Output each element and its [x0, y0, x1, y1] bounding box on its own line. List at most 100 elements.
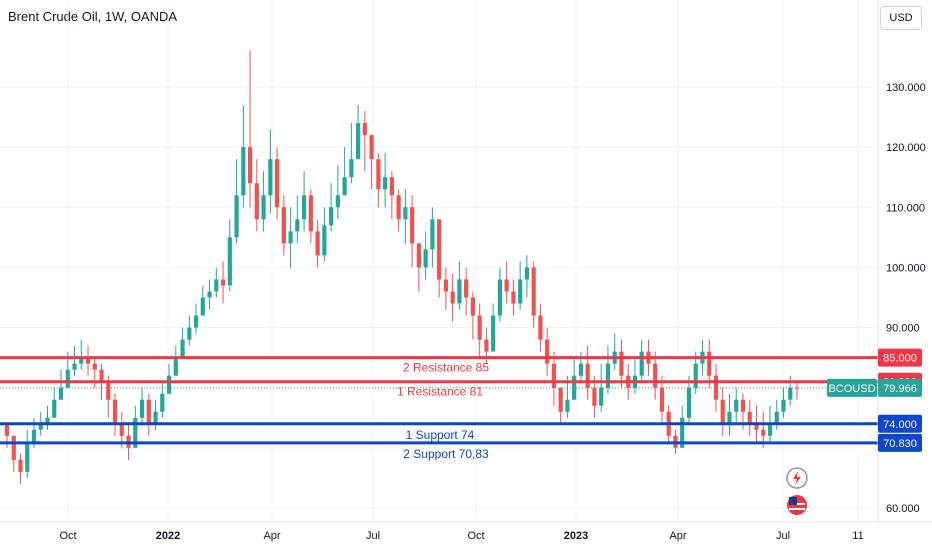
candle: [437, 219, 442, 298]
candle: [497, 267, 502, 322]
candle-body: [376, 159, 381, 190]
candle: [585, 345, 590, 400]
candle-body: [99, 369, 104, 382]
candle-body: [659, 387, 665, 412]
x-tick-label: 2023: [564, 530, 588, 542]
candle-body: [335, 195, 340, 208]
candle-body: [403, 207, 408, 220]
candle: [322, 207, 327, 262]
candle: [403, 189, 408, 244]
price-tag-bg: [878, 378, 922, 397]
x-tick-label: Jul: [776, 530, 790, 542]
candle-body: [653, 363, 658, 388]
candle-body: [153, 411, 158, 424]
candle-body: [592, 387, 597, 406]
candle-body: [774, 411, 779, 424]
candle: [247, 50, 253, 208]
candle-body: [727, 411, 732, 424]
candle-body: [315, 231, 320, 256]
candle-body: [65, 369, 70, 388]
candle: [376, 153, 381, 208]
candle: [79, 339, 84, 370]
candle: [85, 345, 91, 376]
candle-body: [565, 399, 570, 412]
candle: [45, 405, 50, 430]
chart-title: Brent Crude Oil, 1W, OANDA: [8, 9, 178, 24]
candle: [268, 129, 273, 214]
candle: [788, 375, 793, 406]
x-tick-label: Apr: [669, 530, 686, 542]
candle: [369, 135, 374, 190]
candle-body: [369, 135, 374, 160]
currency-button[interactable]: USD: [880, 6, 922, 30]
candle-body: [538, 315, 543, 340]
candle: [410, 195, 415, 268]
candle: [423, 231, 428, 280]
candle-body: [302, 195, 307, 220]
lightning-icon[interactable]: [786, 467, 808, 489]
candle-body: [747, 411, 752, 424]
level-label: 1 Support 74: [406, 428, 475, 442]
y-tick-label: 90.000: [886, 323, 920, 335]
price-tag-label: 85.000: [883, 353, 917, 365]
candle: [477, 303, 482, 358]
candle-body: [484, 339, 489, 352]
candle-body: [545, 339, 550, 364]
candle: [511, 279, 516, 316]
candle-body: [585, 363, 590, 388]
price-tag: 85.000: [878, 348, 922, 367]
level-label: 2 Support 70,83: [403, 447, 489, 461]
candle-body: [25, 441, 30, 472]
candle-body: [295, 219, 300, 232]
candle-body: [274, 159, 280, 208]
us-flag-icon[interactable]: [787, 495, 807, 515]
candle: [524, 255, 530, 298]
candle: [173, 345, 178, 376]
candle: [680, 405, 685, 448]
candle-body: [247, 147, 253, 184]
candle-body: [524, 267, 530, 280]
candle-body: [92, 363, 97, 370]
candle-body: [781, 399, 786, 412]
candle-body: [288, 231, 293, 244]
candle: [450, 273, 455, 322]
candle: [713, 363, 719, 412]
candle-body: [558, 387, 563, 412]
candle-body: [200, 297, 205, 316]
candle-body: [720, 399, 725, 424]
price-tag-label: 79.966: [883, 383, 917, 395]
candle: [659, 375, 665, 424]
candle-body: [261, 195, 266, 220]
candle: [551, 351, 557, 406]
candle: [794, 381, 800, 400]
y-tick-label: 100.000: [886, 262, 926, 274]
candle: [112, 393, 118, 436]
candle-body: [531, 267, 536, 316]
candle-body: [342, 177, 347, 196]
candle-body: [430, 219, 435, 250]
price-tag-bg: [878, 414, 922, 433]
candle-body: [504, 279, 509, 292]
candle-body: [349, 159, 354, 178]
candle: [545, 327, 550, 376]
candle-body: [605, 363, 611, 388]
candle-body: [72, 363, 77, 370]
candle-body: [119, 423, 124, 436]
time-axis: Oct 2022 Apr Jul Oct 2023 Apr Jul 11: [59, 530, 863, 542]
candle-body: [281, 207, 286, 244]
price-tag: BCOUSD: [827, 378, 877, 397]
candle-body: [713, 375, 719, 400]
candle: [180, 327, 185, 358]
price-tag-label: BCOUSD: [828, 383, 875, 395]
candle: [227, 219, 232, 292]
x-tick-label: Jul: [366, 530, 380, 542]
candle-body: [443, 279, 448, 292]
price-tag: 70.830: [878, 433, 922, 452]
candle: [686, 375, 692, 424]
candle-body: [85, 357, 91, 364]
level-label: 2 Resistance 85: [403, 361, 489, 375]
candle: [72, 345, 77, 376]
candle-body: [18, 459, 23, 472]
candle: [241, 105, 246, 208]
